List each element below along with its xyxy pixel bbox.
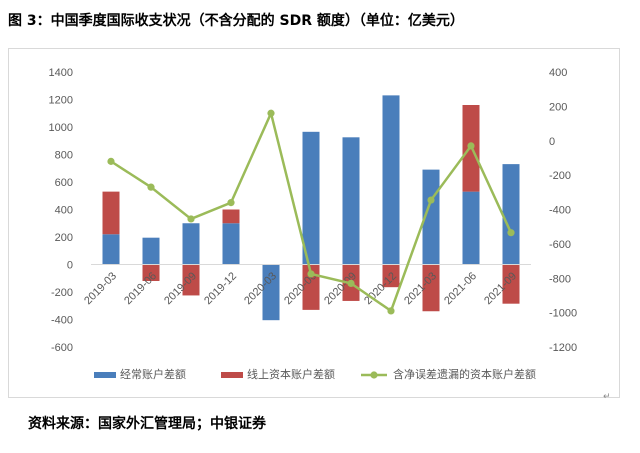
right-axis-tick-label: -400: [549, 205, 571, 217]
left-axis-tick-label: 600: [55, 177, 73, 189]
left-axis-tick-label: 400: [55, 205, 73, 217]
bar-capital-account: [502, 264, 520, 304]
bar-current-account: [302, 131, 320, 265]
legend-swatch-capital: [221, 372, 243, 378]
left-axis-tick-label: -600: [51, 342, 73, 354]
left-axis-tick-label: 800: [55, 150, 73, 162]
bar-current-account: [382, 95, 400, 265]
legend-label-current: 经常账户差额: [120, 367, 186, 381]
right-axis-tick-label: 400: [549, 67, 567, 79]
bar-current-account: [342, 137, 360, 265]
source-note: 资料来源：国家外汇管理局；中银证券: [28, 416, 266, 432]
line-point: [107, 157, 115, 165]
legend-label-netcap: 含净误差遗漏的资本账户差额: [393, 367, 536, 381]
left-axis-tick-label: 200: [55, 232, 73, 244]
bar-capital-account: [422, 264, 440, 312]
right-axis-tick-label: -600: [549, 239, 571, 251]
bar-current-account: [462, 191, 480, 265]
right-axis-tick-label: 200: [549, 101, 567, 113]
line-point: [147, 183, 155, 191]
left-axis-tick-label: 0: [67, 260, 73, 272]
left-axis-tick-label: -200: [51, 287, 73, 299]
line-point: [507, 229, 515, 237]
paragraph-mark-icon: ↵: [603, 392, 611, 402]
right-axis-tick-label: -800: [549, 273, 571, 285]
bar-capital-account: [382, 264, 400, 288]
left-axis-tick-label: -400: [51, 315, 73, 327]
x-axis-tick-label: 2019-12: [202, 270, 239, 307]
line-point: [347, 279, 355, 288]
line-point: [267, 109, 275, 117]
bar-capital-account: [222, 209, 240, 224]
left-axis-tick-label: 1000: [49, 122, 73, 134]
bar-capital-account: [102, 191, 120, 235]
chart-frame: 1400 1200 1000 800 600 400 200 0 -200 -400 -600 400…: [8, 48, 620, 398]
right-axis-tick-label: -1200: [549, 342, 577, 354]
bar-current-account: [222, 223, 240, 265]
line-point: [307, 270, 315, 278]
right-axis-tick-label: 0: [549, 136, 555, 148]
right-axis-tick-label: -200: [549, 170, 571, 182]
right-axis-tick-label: -1000: [549, 308, 577, 320]
bar-capital-account: [142, 264, 160, 281]
bar-current-account: [182, 223, 200, 265]
line-point: [467, 142, 475, 150]
legend-swatch-current: [94, 372, 116, 378]
line-point: [187, 215, 195, 223]
legend-marker-netcap: [370, 371, 378, 379]
x-axis-tick-label: 2021-06: [442, 270, 479, 307]
left-axis-tick-label: 1400: [49, 67, 73, 79]
x-axis-tick-label: 2019-03: [82, 270, 119, 307]
left-axis-tick-label: 1200: [49, 95, 73, 107]
chart-title: 图 3：中国季度国际收支状况（不含分配的 SDR 额度）（单位：亿美元）: [8, 13, 464, 29]
bar-current-account: [102, 234, 120, 265]
x-axis-tick-label: 2019-06: [122, 270, 159, 307]
legend-label-capital: 线上资本账户差额: [247, 367, 335, 381]
line-point: [227, 199, 235, 207]
bar-current-account: [502, 164, 520, 265]
bar-current-account: [142, 237, 160, 265]
line-point: [427, 196, 435, 204]
chart-svg: 1400 1200 1000 800 600 400 200 0 -200 -400 -600 400…: [49, 67, 578, 381]
bar-capital-account: [182, 264, 200, 296]
bar-current-account: [262, 264, 280, 321]
line-point: [387, 307, 395, 315]
